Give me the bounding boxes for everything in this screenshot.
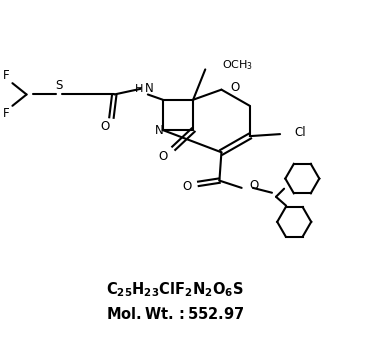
Text: O: O <box>101 120 110 133</box>
Text: O: O <box>249 179 258 192</box>
Text: F: F <box>3 107 10 120</box>
Text: O: O <box>182 180 192 193</box>
Text: N: N <box>145 82 154 95</box>
Text: O: O <box>230 81 240 94</box>
Text: Cl: Cl <box>294 125 306 138</box>
Text: OCH$_3$: OCH$_3$ <box>222 58 254 72</box>
Text: F: F <box>3 69 10 83</box>
Text: $\mathbf{C_{25}H_{23}ClF_2N_2O_6S}$: $\mathbf{C_{25}H_{23}ClF_2N_2O_6S}$ <box>106 280 244 299</box>
Text: N: N <box>155 123 164 136</box>
Text: $\mathbf{Mol. Wt.: 552.97}$: $\mathbf{Mol. Wt.: 552.97}$ <box>106 306 244 322</box>
Text: H: H <box>135 84 143 94</box>
Text: O: O <box>158 150 167 163</box>
Text: S: S <box>55 79 62 92</box>
